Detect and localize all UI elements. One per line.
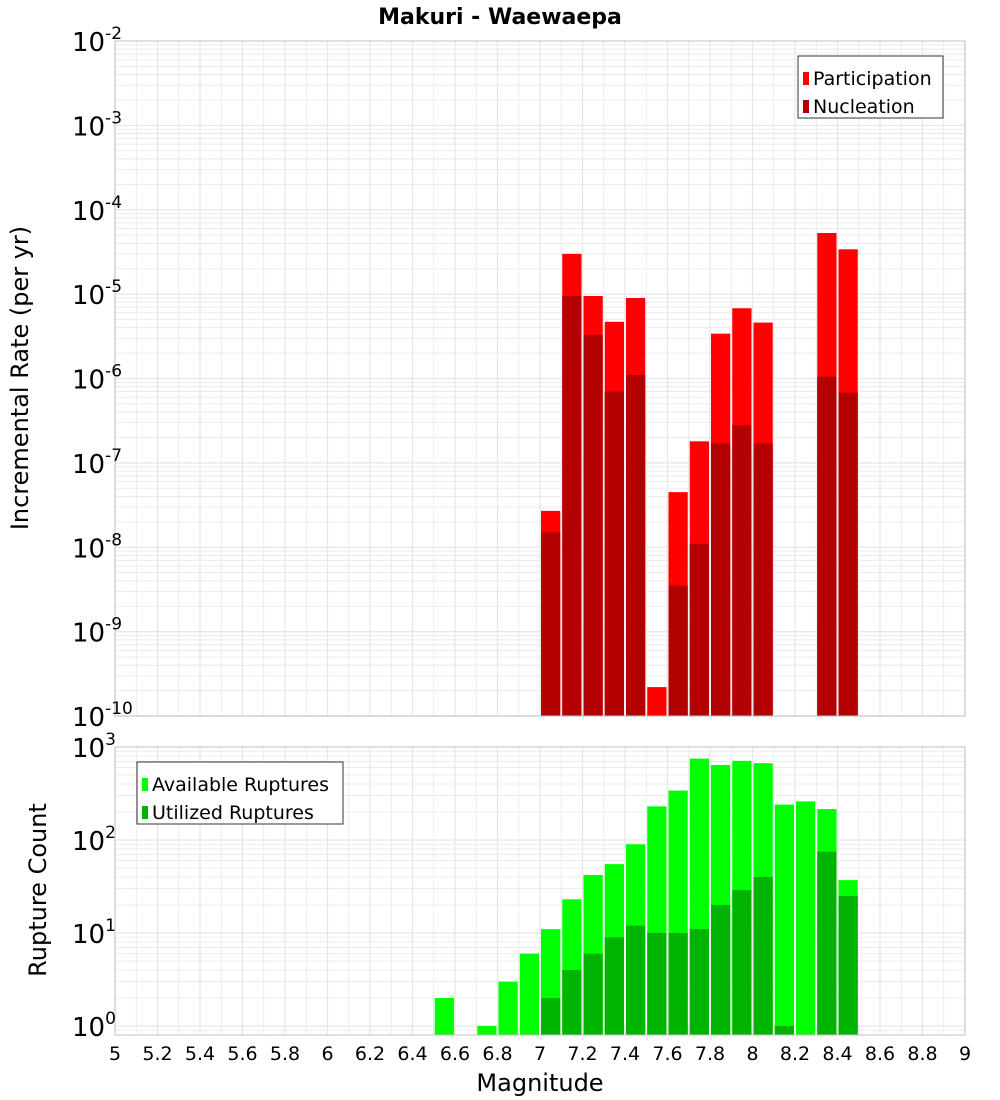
bar-utilized xyxy=(541,997,561,1035)
legend-label: Participation xyxy=(813,68,932,90)
legend-label: Available Ruptures xyxy=(152,774,329,796)
x-tick-label: 9 xyxy=(959,1043,971,1065)
plot-frame xyxy=(114,40,966,717)
bar-nucleation xyxy=(668,585,688,716)
plot-frame xyxy=(114,746,966,1036)
x-tick-label: 5 xyxy=(109,1043,121,1065)
bar-participation xyxy=(647,687,667,716)
y-tick-label: 10-3 xyxy=(72,108,122,142)
legend-swatch xyxy=(142,778,148,791)
bar-utilized xyxy=(732,889,752,1035)
bar-utilized xyxy=(647,932,667,1035)
bar-nucleation xyxy=(604,391,624,716)
x-tick-label: 7.2 xyxy=(567,1043,597,1065)
y-tick-label: 102 xyxy=(72,823,116,857)
bar-nucleation xyxy=(583,334,603,716)
bar-nucleation xyxy=(753,443,773,716)
y-tick-label: 101 xyxy=(72,916,116,950)
rate-panel: 10-10 10-9 10-8 10-7 10-6 10-5 10-4 10-3 10-2 Par… xyxy=(72,24,966,733)
x-tick-label: 8.6 xyxy=(865,1043,895,1065)
x-tick-label: 6 xyxy=(321,1043,333,1065)
bar-utilized xyxy=(689,929,709,1035)
y-tick-label: 10-5 xyxy=(72,277,122,311)
chart-title: Makuri - Waewaepa xyxy=(378,5,622,30)
bar-nucleation xyxy=(838,392,858,716)
legend-label: Nucleation xyxy=(813,96,915,118)
bar-nucleation xyxy=(626,375,646,716)
bar-nucleation xyxy=(732,425,752,716)
x-tick-label: 6.8 xyxy=(482,1043,512,1065)
x-tick-label: 7.6 xyxy=(652,1043,682,1065)
y-tick-label: 103 xyxy=(72,730,116,764)
y-tick-label: 10-2 xyxy=(72,24,122,58)
y-tick-label: 10-4 xyxy=(72,193,122,227)
bar-nucleation xyxy=(562,296,582,716)
x-tick-label: 5.2 xyxy=(142,1043,172,1065)
bar-available xyxy=(796,801,816,1035)
bar-nucleation xyxy=(541,532,561,716)
bar-utilized xyxy=(774,1025,794,1035)
count-y-axis-label: Rupture Count xyxy=(24,803,52,977)
legend-swatch xyxy=(803,100,809,113)
y-tick-label: 100 xyxy=(72,1009,116,1043)
legend-box xyxy=(797,55,944,119)
x-tick-label: 7 xyxy=(534,1043,546,1065)
x-tick-label: 8.4 xyxy=(822,1043,852,1065)
bar-utilized xyxy=(626,925,646,1035)
x-tick-label: 8.8 xyxy=(907,1043,937,1065)
bar-available xyxy=(498,981,518,1035)
bar-available xyxy=(434,997,454,1035)
bar-utilized xyxy=(838,895,858,1035)
y-tick-label: 10-7 xyxy=(72,446,122,480)
bar-available xyxy=(519,953,539,1035)
bar-utilized xyxy=(562,969,582,1035)
legend-swatch xyxy=(142,806,148,819)
x-tick-label: 5.8 xyxy=(270,1043,300,1065)
x-tick-label: 8.2 xyxy=(780,1043,810,1065)
bar-utilized xyxy=(583,953,603,1035)
bar-nucleation xyxy=(689,543,709,716)
legend-swatch xyxy=(803,72,809,85)
x-tick-label: 5.4 xyxy=(185,1043,215,1065)
x-tick-label: 6.4 xyxy=(397,1043,427,1065)
y-tick-label: 10-6 xyxy=(72,362,122,396)
bar-nucleation xyxy=(817,376,837,716)
bar-available xyxy=(477,1025,497,1035)
count-panel: 100 101 102 103 Available Ruptures Utilized R… xyxy=(72,730,971,1065)
bar-utilized xyxy=(711,904,731,1035)
x-tick-label: 6.2 xyxy=(355,1043,385,1065)
y-tick-label: 10-9 xyxy=(72,615,122,649)
bar-utilized xyxy=(668,932,688,1035)
bar-available xyxy=(774,804,794,1035)
x-tick-label: 6.6 xyxy=(440,1043,470,1065)
x-tick-label: 5.6 xyxy=(227,1043,257,1065)
bar-utilized xyxy=(753,877,773,1035)
rate-y-axis-label: Incremental Rate (per yr) xyxy=(6,226,34,530)
bar-nucleation xyxy=(711,443,731,716)
bar-utilized xyxy=(604,937,624,1035)
x-tick-label: 8 xyxy=(746,1043,758,1065)
legend-label: Utilized Ruptures xyxy=(152,802,314,824)
y-tick-label: 10-10 xyxy=(72,699,133,733)
x-axis-label: Magnitude xyxy=(476,1069,603,1097)
legend-box xyxy=(136,761,344,825)
y-tick-label: 10-8 xyxy=(72,530,122,564)
bar-utilized xyxy=(817,851,837,1035)
x-tick-label: 7.4 xyxy=(610,1043,640,1065)
x-tick-label: 7.8 xyxy=(695,1043,725,1065)
